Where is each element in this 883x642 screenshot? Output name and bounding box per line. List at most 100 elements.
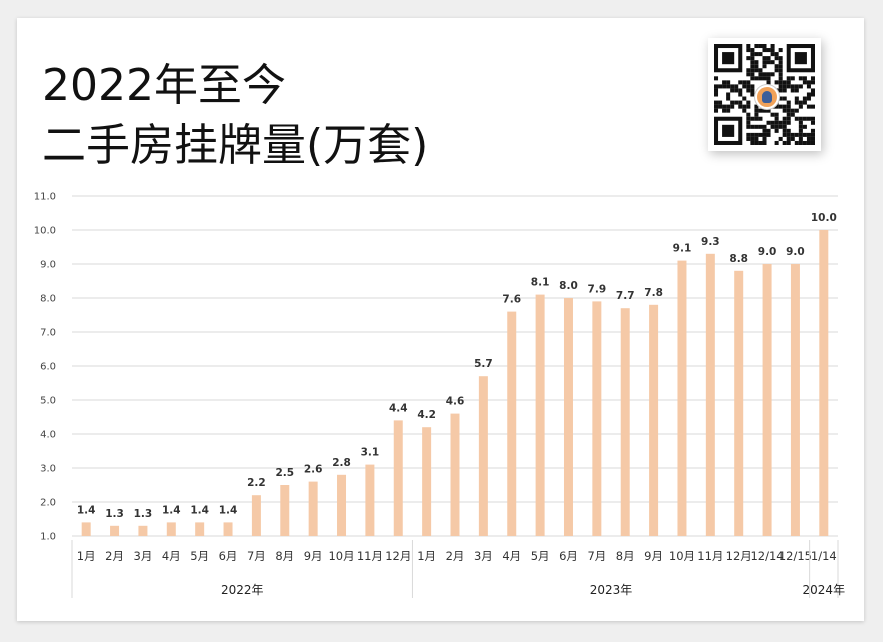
- bar: [308, 481, 318, 536]
- qr-module: [790, 76, 795, 81]
- x-tick-label: 12/15: [779, 549, 812, 563]
- qr-module: [802, 100, 807, 105]
- qr-module: [786, 132, 791, 137]
- qr-module: [774, 52, 779, 57]
- qr-module: [746, 132, 751, 137]
- qr-module: [738, 104, 743, 109]
- x-tick-label: 8月: [275, 549, 294, 563]
- qr-module: [722, 108, 727, 113]
- x-tick-label: 11月: [357, 549, 383, 563]
- qr-module: [766, 56, 771, 61]
- qr-module: [802, 124, 807, 129]
- qr-module: [774, 104, 779, 109]
- qr-module: [718, 104, 723, 109]
- qr-module: [750, 84, 755, 89]
- qr-module: [790, 112, 795, 117]
- bar: [195, 522, 205, 536]
- qr-module: [774, 56, 779, 61]
- qr-module: [810, 136, 815, 141]
- bar: [790, 264, 800, 536]
- qr-module: [754, 108, 759, 113]
- qr-module: [754, 64, 759, 69]
- qr-module: [770, 52, 775, 57]
- bar: [166, 522, 176, 536]
- qr-module: [778, 80, 783, 85]
- qr-module: [714, 104, 719, 109]
- qr-module: [806, 140, 811, 145]
- bar: [819, 230, 829, 536]
- qr-module: [778, 136, 783, 141]
- qr-module: [746, 48, 751, 53]
- bar: [223, 522, 233, 536]
- qr-module: [798, 100, 803, 105]
- qr-module: [766, 76, 771, 81]
- qr-module: [786, 100, 791, 105]
- data-label: 1.4: [77, 504, 96, 516]
- qr-module: [750, 60, 755, 65]
- x-tick-label: 7月: [247, 549, 266, 563]
- data-label: 4.4: [389, 402, 408, 414]
- bar: [422, 427, 432, 536]
- qr-module: [758, 108, 763, 113]
- bar: [535, 294, 545, 536]
- chart-title: 2022年至今 二手房挂牌量(万套): [42, 56, 428, 176]
- bar: [649, 304, 659, 536]
- qr-module: [762, 132, 767, 137]
- qr-module: [802, 96, 807, 101]
- qr-module: [722, 84, 727, 89]
- qr-module: [714, 76, 719, 81]
- qr-module: [754, 112, 759, 117]
- qr-module: [754, 104, 759, 109]
- qr-module: [762, 44, 767, 49]
- data-label: 8.8: [729, 253, 748, 265]
- qr-module: [766, 48, 771, 53]
- bar: [138, 525, 148, 536]
- qr-module: [726, 104, 731, 109]
- bar: [762, 264, 772, 536]
- qr-module: [738, 92, 743, 97]
- group-label: 2024年: [803, 583, 846, 597]
- qr-module: [746, 120, 751, 125]
- data-label: 9.3: [701, 236, 720, 248]
- data-label: 8.1: [531, 277, 550, 289]
- data-label: 7.8: [644, 287, 663, 299]
- qr-module: [762, 128, 767, 133]
- qr-module: [746, 72, 751, 77]
- qr-module: [750, 132, 755, 137]
- qr-module: [790, 136, 795, 141]
- qr-module: [810, 140, 815, 145]
- x-tick-label: 6月: [559, 549, 578, 563]
- x-tick-label: 5月: [190, 549, 209, 563]
- qr-module: [810, 116, 815, 121]
- qr-module: [746, 56, 751, 61]
- title-line-1: 2022年至今: [42, 60, 286, 111]
- qr-module: [802, 80, 807, 85]
- qr-module: [770, 48, 775, 53]
- x-tick-label: 3月: [134, 549, 153, 563]
- x-tick-label: 4月: [502, 549, 521, 563]
- qr-module: [782, 132, 787, 137]
- qr-module: [766, 60, 771, 65]
- avatar-icon: [755, 85, 779, 109]
- qr-module: [774, 116, 779, 121]
- qr-module: [762, 136, 767, 141]
- qr-module: [802, 132, 807, 137]
- qr-module: [750, 56, 755, 61]
- x-tick-label: 1月: [77, 549, 96, 563]
- qr-module: [806, 136, 811, 141]
- qr-module: [778, 96, 783, 101]
- qr-module: [726, 92, 731, 97]
- qr-module: [766, 80, 771, 85]
- qr-module: [810, 128, 815, 133]
- group-label: 2023年: [590, 583, 633, 597]
- bar: [620, 308, 630, 536]
- qr-module: [782, 88, 787, 93]
- qr-module: [722, 104, 727, 109]
- bar: [705, 253, 715, 537]
- qr-module: [746, 68, 751, 73]
- qr-module: [790, 132, 795, 137]
- qr-module: [738, 100, 743, 105]
- qr-module: [786, 80, 791, 85]
- qr-module: [754, 140, 759, 145]
- qr-module: [790, 108, 795, 113]
